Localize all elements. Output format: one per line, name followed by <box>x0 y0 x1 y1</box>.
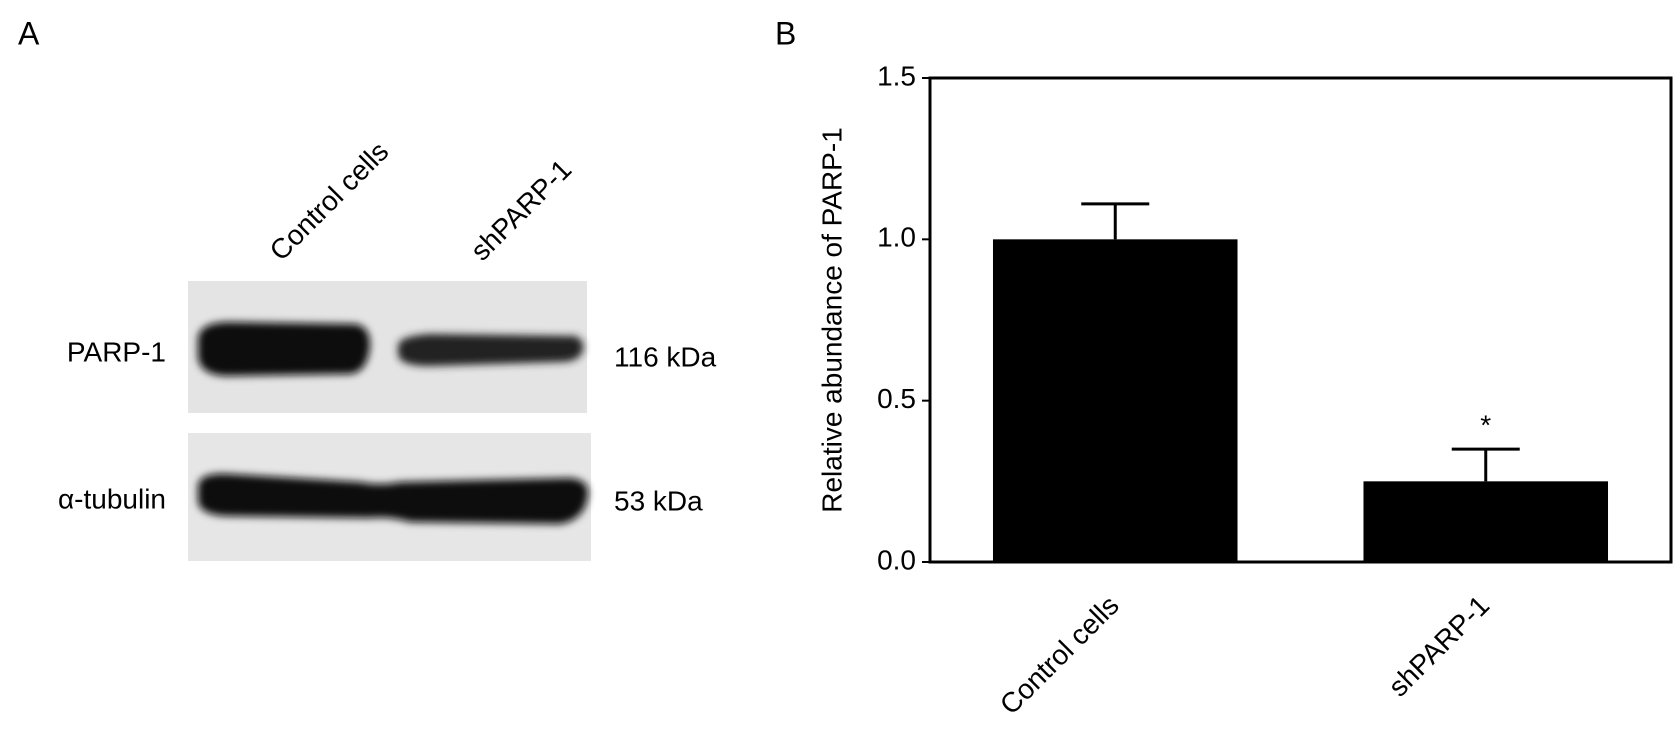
significance-marker: * <box>1480 409 1491 440</box>
protein-label: α-tubulin <box>58 483 166 514</box>
error-bar <box>1451 447 1520 482</box>
y-tick-label: 1.5 <box>877 60 916 91</box>
blot-band <box>398 334 584 366</box>
bar <box>992 239 1238 563</box>
x-tick-label: shPARP-1 <box>1382 590 1495 703</box>
size-label: 116 kDa <box>614 341 717 372</box>
y-tick-label: 1.0 <box>877 222 916 253</box>
western-blot: Control cells shPARP-1 PARP-1 116 kDa α-… <box>58 136 717 561</box>
size-label: 53 kDa <box>614 485 703 516</box>
panel-label: B <box>775 15 796 51</box>
lane-label: Control cells <box>264 136 395 267</box>
plot-frame <box>928 76 1673 564</box>
blot-band <box>198 473 589 524</box>
error-bar <box>1081 202 1150 240</box>
panel-label: A <box>18 15 40 51</box>
y-axis-label: Relative abundance of PARP-1 <box>816 127 847 513</box>
blot-band <box>198 322 370 376</box>
x-tick-label: Control cells <box>994 590 1125 721</box>
y-tick-label: 0.0 <box>877 544 916 575</box>
protein-label: PARP-1 <box>67 336 166 367</box>
bar <box>1363 481 1609 562</box>
y-tick-label: 0.5 <box>877 383 916 414</box>
lane-label: shPARP-1 <box>465 154 578 267</box>
